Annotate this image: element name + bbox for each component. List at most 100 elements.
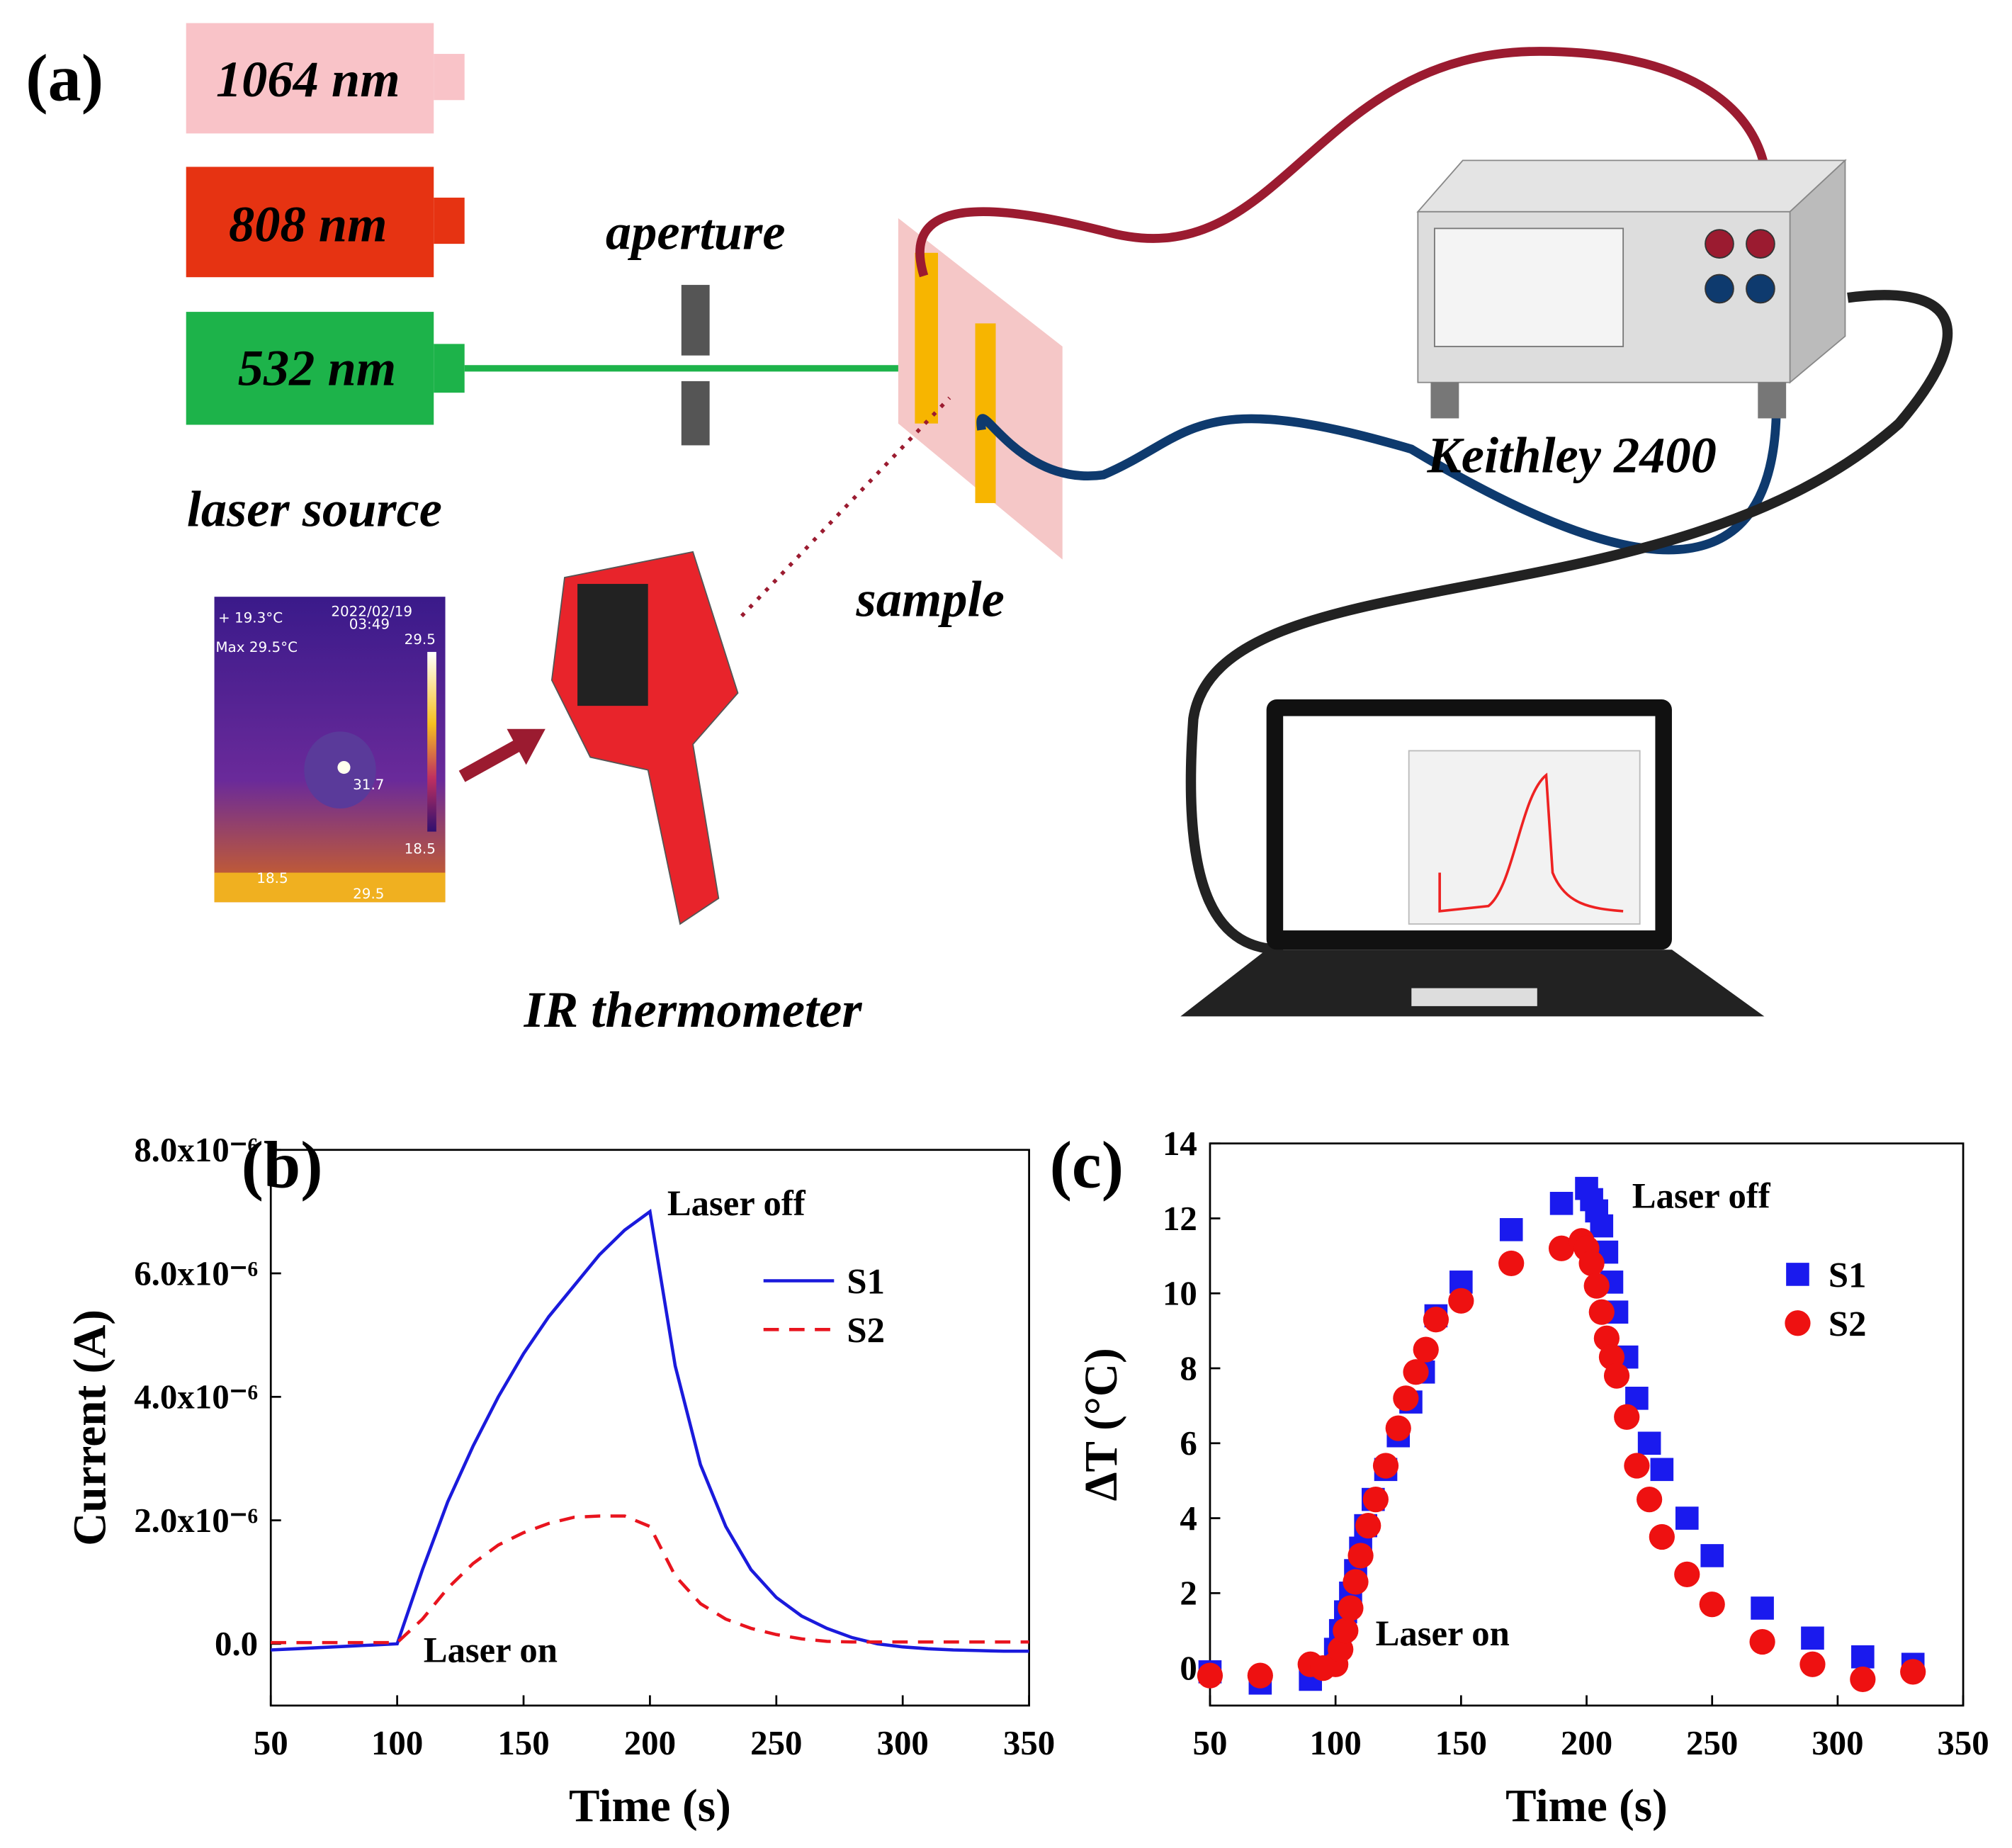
point (1413, 1336, 1439, 1363)
y-tick-label: 8.0x10⁻⁶ (134, 1130, 258, 1169)
legend-swatch (1786, 1263, 1809, 1286)
x-tick-label: 200 (1561, 1723, 1612, 1762)
point (1799, 1651, 1826, 1677)
thermal-text: Max 29.5°C (215, 639, 298, 655)
instrument-foot (1430, 382, 1459, 419)
y-axis-label: ΔT (°C) (1076, 1348, 1127, 1501)
thermal-text: 18.5 (405, 840, 436, 857)
terminal (1705, 229, 1734, 259)
panel-label: (b) (242, 1128, 323, 1202)
laser-label: 1064 nm (216, 50, 400, 108)
y-tick-label: 2.0x10⁻⁶ (134, 1501, 258, 1540)
y-tick-label: 12 (1163, 1199, 1197, 1238)
legend-label: S1 (847, 1262, 885, 1302)
laser-tip (434, 54, 465, 101)
point (1393, 1385, 1419, 1412)
point (1448, 1288, 1474, 1314)
x-tick-label: 250 (750, 1723, 802, 1762)
terminal (1705, 274, 1734, 304)
laser-tip (434, 197, 465, 244)
point (1333, 1618, 1359, 1644)
y-tick-label: 6 (1180, 1424, 1197, 1463)
point (1699, 1591, 1725, 1618)
chart: 50 100 150 200 250 300 350 0.0 2.0x10⁻⁶ 4.0x10⁻⁶ 6… (65, 1128, 1056, 1832)
ir-beam (740, 396, 951, 618)
point (1347, 1543, 1374, 1569)
laser-label: 532 nm (238, 339, 396, 396)
x-axis-label: Time (s) (1505, 1781, 1668, 1832)
y-tick-label: 0 (1180, 1648, 1197, 1687)
point (1498, 1250, 1525, 1277)
chart: 50 100 150 200 250 300 350 0 2 4 6 8 10 12 14 Time (s) Δ… (1050, 1124, 1989, 1832)
point (1851, 1645, 1875, 1669)
arrow-head (507, 728, 546, 765)
cable (915, 47, 1773, 278)
arrow (458, 738, 523, 782)
thermal-text: 31.7 (353, 777, 384, 793)
x-tick-label: 150 (497, 1723, 549, 1762)
annotation: Laser off (667, 1183, 806, 1223)
point (1603, 1363, 1630, 1389)
point (1362, 1486, 1389, 1513)
y-tick-label: 2 (1180, 1574, 1197, 1613)
point (1549, 1192, 1573, 1215)
x-tick-label: 50 (1193, 1723, 1228, 1762)
laser (186, 312, 434, 425)
point (1197, 1662, 1223, 1689)
x-tick-label: 100 (371, 1723, 423, 1762)
terminal (1746, 229, 1775, 259)
point (1548, 1235, 1575, 1261)
point (1801, 1626, 1824, 1650)
annotation: Laser on (1376, 1613, 1510, 1653)
setup-diagram: (a) 1064 nm 808 nm 532 nm laser source a… (26, 23, 1953, 1038)
point (1588, 1299, 1615, 1325)
thermal-scale (427, 652, 436, 832)
point (1650, 1458, 1674, 1482)
y-axis-label: Current (A) (65, 1309, 116, 1546)
x-tick-label: 350 (1003, 1723, 1055, 1762)
point (1355, 1513, 1381, 1539)
aperture (681, 285, 710, 356)
electrode (915, 252, 939, 424)
point (1583, 1273, 1610, 1299)
point (1578, 1250, 1605, 1277)
point (1751, 1596, 1774, 1620)
thermal-text: + 19.3°C (218, 609, 283, 626)
point (1900, 1659, 1926, 1685)
y-tick-label: 0.0 (215, 1624, 258, 1663)
electrode (975, 323, 996, 503)
y-tick-label: 10 (1163, 1274, 1197, 1313)
x-tick-label: 100 (1309, 1723, 1361, 1762)
cable (1185, 290, 1953, 955)
thermal-text: 03:49 (349, 616, 390, 632)
instrument-screen (1434, 227, 1624, 347)
point (1637, 1431, 1661, 1455)
point (1624, 1453, 1650, 1479)
point (1343, 1569, 1369, 1595)
laptop-base (1180, 950, 1765, 1017)
point (1372, 1453, 1399, 1479)
legend-label: S2 (1829, 1304, 1867, 1343)
terminal (1746, 274, 1775, 304)
point (1700, 1544, 1724, 1567)
annotation: Laser on (424, 1630, 558, 1669)
point (1749, 1628, 1775, 1655)
x-tick-label: 200 (624, 1723, 676, 1762)
point (1385, 1415, 1411, 1441)
instrument-foot (1758, 382, 1787, 419)
aperture-label: aperture (606, 203, 786, 260)
point (1403, 1359, 1429, 1385)
y-tick-label: 4.0x10⁻⁶ (134, 1377, 258, 1416)
line (271, 1514, 1029, 1645)
x-tick-label: 250 (1686, 1723, 1738, 1762)
annotation: Laser off (1632, 1176, 1771, 1215)
point (1423, 1307, 1449, 1333)
laser-label: 808 nm (229, 195, 387, 252)
panel-label: (c) (1050, 1128, 1124, 1202)
legend-label: S2 (847, 1310, 885, 1350)
point (1674, 1561, 1700, 1587)
legend-swatch (1785, 1310, 1811, 1336)
screen-plot (1408, 750, 1641, 925)
y-tick-label: 4 (1180, 1499, 1197, 1538)
